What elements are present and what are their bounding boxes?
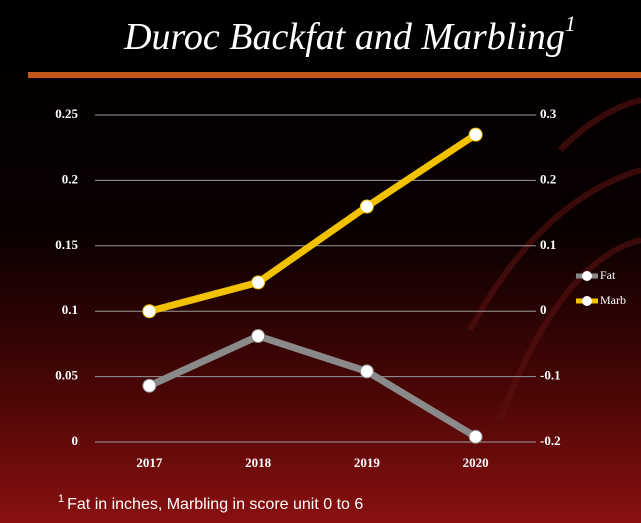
data-point bbox=[252, 276, 265, 289]
y-tick-label: 0.25 bbox=[55, 106, 78, 121]
y2-tick-label: -0.2 bbox=[540, 433, 561, 448]
x-tick-label: 2018 bbox=[245, 455, 272, 470]
data-point bbox=[360, 200, 373, 213]
data-point bbox=[469, 430, 482, 443]
y-tick-label: 0.05 bbox=[55, 368, 78, 383]
y2-tick-label: 0.3 bbox=[540, 106, 557, 121]
legend-label: Marb bbox=[600, 293, 626, 307]
y2-tick-label: -0.1 bbox=[540, 368, 561, 383]
title-rule bbox=[28, 72, 641, 78]
page: Duroc Backfat and Marbling1 1Fat in inch… bbox=[0, 0, 641, 523]
y-tick-label: 0.1 bbox=[62, 302, 78, 317]
data-point bbox=[252, 330, 265, 343]
legend-label: Fat bbox=[600, 268, 616, 282]
chart-title: Duroc Backfat and Marbling1 bbox=[123, 11, 576, 58]
legend-marker bbox=[582, 271, 592, 281]
data-point bbox=[143, 379, 156, 392]
data-point bbox=[469, 128, 482, 141]
data-point bbox=[360, 365, 373, 378]
y-tick-label: 0.15 bbox=[55, 237, 78, 252]
legend-marker bbox=[582, 296, 592, 306]
y-tick-label: 0.2 bbox=[62, 171, 78, 186]
x-tick-label: 2019 bbox=[354, 455, 381, 470]
footnote-text: Fat in inches, Marbling in score unit 0 … bbox=[67, 496, 363, 513]
title-superscript: 1 bbox=[565, 11, 576, 36]
title-text: Duroc Backfat and Marbling bbox=[123, 16, 565, 58]
y-tick-label: 0 bbox=[72, 433, 79, 448]
y2-tick-label: 0 bbox=[540, 302, 547, 317]
y2-tick-label: 0.1 bbox=[540, 237, 556, 252]
footnote-marker: 1 bbox=[58, 493, 64, 505]
data-point bbox=[143, 305, 156, 318]
x-tick-label: 2020 bbox=[463, 455, 489, 470]
chart: Duroc Backfat and Marbling1 1Fat in inch… bbox=[0, 0, 641, 523]
x-tick-label: 2017 bbox=[136, 455, 163, 470]
y2-tick-label: 0.2 bbox=[540, 171, 556, 186]
